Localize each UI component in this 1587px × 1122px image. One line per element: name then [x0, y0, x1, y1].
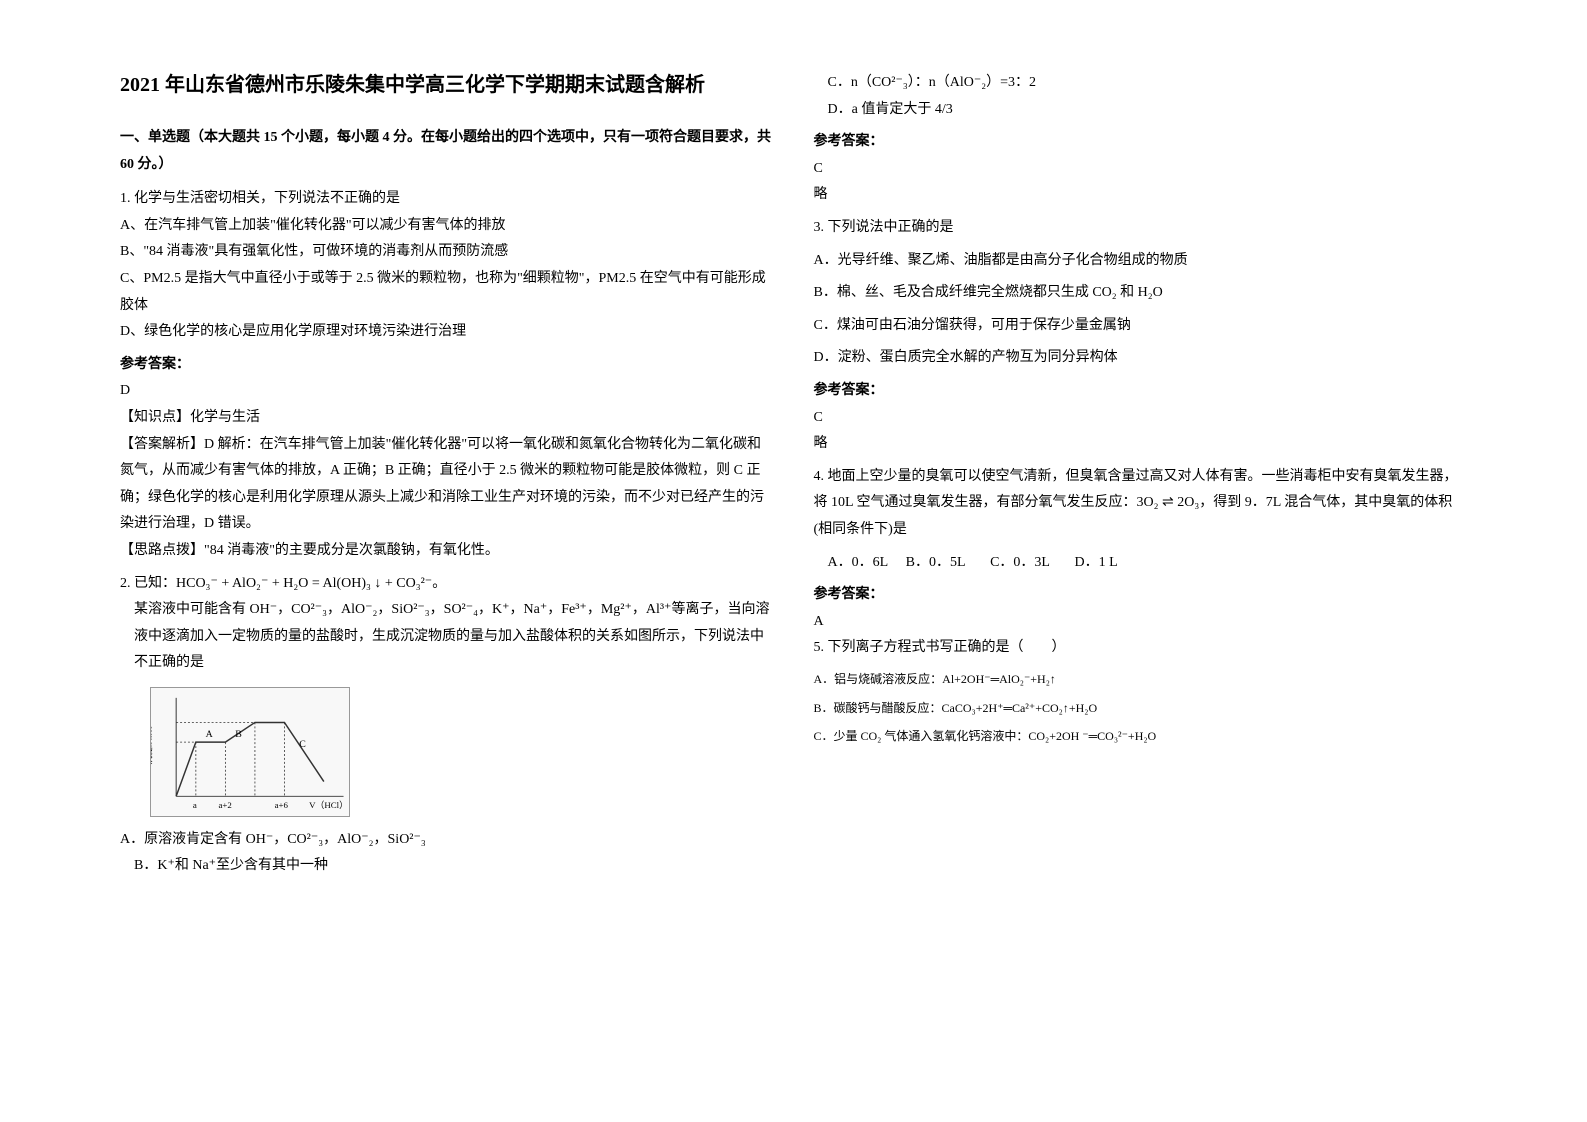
graph-xaxis: V（HCl） [309, 800, 348, 810]
q2-opt-d: D．a 值肯定大于 4/3 [828, 97, 1468, 124]
q4-opt-d: D．1 L [1074, 555, 1117, 570]
q2-desc: 某溶液中可能含有 OH⁻，CO²⁻₃，AlO⁻₂，SiO²⁻₃，SO²⁻₄，K⁺… [134, 597, 774, 677]
graph-x2: a+2 [218, 800, 231, 810]
left-column: 2021 年山东省德州市乐陵朱集中学高三化学下学期期末试题含解析 一、单选题（本… [100, 70, 794, 1082]
q2-graph: A B C a a+2 a+6 V（HCl） 沉淀n/mol [150, 687, 350, 817]
doc-title: 2021 年山东省德州市乐陵朱集中学高三化学下学期期末试题含解析 [120, 70, 774, 100]
q2-ans: C [814, 156, 1468, 183]
q4-ans: A [814, 609, 1468, 636]
q3-opt-a: A．光导纤维、聚乙烯、油脂都是由高分子化合物组成的物质 [814, 248, 1468, 275]
q3-ans-label: 参考答案： [814, 378, 1468, 405]
graph-x3: a+6 [275, 800, 289, 810]
q5-opt-a: A．铝与烧碱溶液反应：Al+2OH⁻═AlO₂⁻+H₂↑ [814, 668, 1468, 691]
q4-options: A．0．6L B．0．5L C．0．3L D．1 L [828, 550, 1468, 577]
q3-ans: C [814, 405, 1468, 432]
graph-label-a: A [206, 729, 214, 740]
q1-kp: 【知识点】化学与生活 [120, 405, 774, 432]
q4-opt-b: B．0．5L [906, 555, 966, 570]
q2-note: 略 [814, 182, 1468, 209]
q1-opt-b: B、"84 消毒液"具有强氧化性，可做环境的消毒剂从而预防流感 [120, 239, 774, 266]
q2-opt-c: C．n（CO²⁻₃）：n（AlO⁻₂）=3：2 [828, 70, 1468, 97]
q1-tip: 【思路点拨】"84 消毒液"的主要成分是次氯酸钠，有氧化性。 [120, 538, 774, 565]
q2-opt-a: A．原溶液肯定含有 OH⁻，CO²⁻₃，AlO⁻₂，SiO²⁻₃ [120, 827, 774, 854]
q1-ans: D [120, 378, 774, 405]
q1-expl: 【答案解析】D 解析：在汽车排气管上加装"催化转化器"可以将一氧化碳和氮氧化合物… [120, 432, 774, 538]
q4-opt-c: C．0．3L [990, 555, 1050, 570]
graph-yaxis: 沉淀n/mol [151, 726, 154, 765]
q4-stem: 4. 地面上空少量的臭氧可以使空气清新，但臭氧含量过高又对人体有害。一些消毒柜中… [814, 464, 1468, 544]
q4-ans-label: 参考答案： [814, 582, 1468, 609]
q5-opt-c: C．少量 CO₂ 气体通入氢氧化钙溶液中：CO₂+2OH ⁻═CO₃²⁻+H₂O [814, 725, 1468, 748]
q5-opt-b: B．碳酸钙与醋酸反应：CaCO₃+2H⁺═Ca²⁺+CO₂↑+H₂O [814, 697, 1468, 720]
q1-opt-d: D、绿色化学的核心是应用化学原理对环境污染进行治理 [120, 319, 774, 346]
q3-stem: 3. 下列说法中正确的是 [814, 215, 1468, 242]
q1-opt-c: C、PM2.5 是指大气中直径小于或等于 2.5 微米的颗粒物，也称为"细颗粒物… [120, 266, 774, 319]
q3-opt-c: C．煤油可由石油分馏获得，可用于保存少量金属钠 [814, 313, 1468, 340]
graph-x1: a [193, 800, 197, 810]
graph-label-c: C [299, 739, 306, 750]
q2-stem: 2. 已知：HCO₃⁻ + AlO₂⁻ + H₂O = Al(OH)₃ ↓ + … [120, 571, 774, 598]
graph-label-b: B [235, 729, 242, 740]
q1-opt-a: A、在汽车排气管上加装"催化转化器"可以减少有害气体的排放 [120, 213, 774, 240]
q2-opt-b: B．K⁺和 Na⁺至少含有其中一种 [134, 853, 774, 880]
q3-note: 略 [814, 431, 1468, 458]
q5-stem: 5. 下列离子方程式书写正确的是（ ） [814, 635, 1468, 662]
q3-opt-b: B．棉、丝、毛及合成纤维完全燃烧都只生成 CO₂ 和 H₂O [814, 280, 1468, 307]
section-header: 一、单选题（本大题共 15 个小题，每小题 4 分。在每小题给出的四个选项中，只… [120, 125, 774, 178]
q1-ans-label: 参考答案： [120, 352, 774, 379]
q2-ans-label: 参考答案： [814, 129, 1468, 156]
q3-opt-d: D．淀粉、蛋白质完全水解的产物互为同分异构体 [814, 345, 1468, 372]
q1-stem: 1. 化学与生活密切相关，下列说法不正确的是 [120, 186, 774, 213]
right-column: C．n（CO²⁻₃）：n（AlO⁻₂）=3：2 D．a 值肯定大于 4/3 参考… [794, 70, 1488, 1082]
q4-opt-a: A．0．6L [828, 555, 889, 570]
